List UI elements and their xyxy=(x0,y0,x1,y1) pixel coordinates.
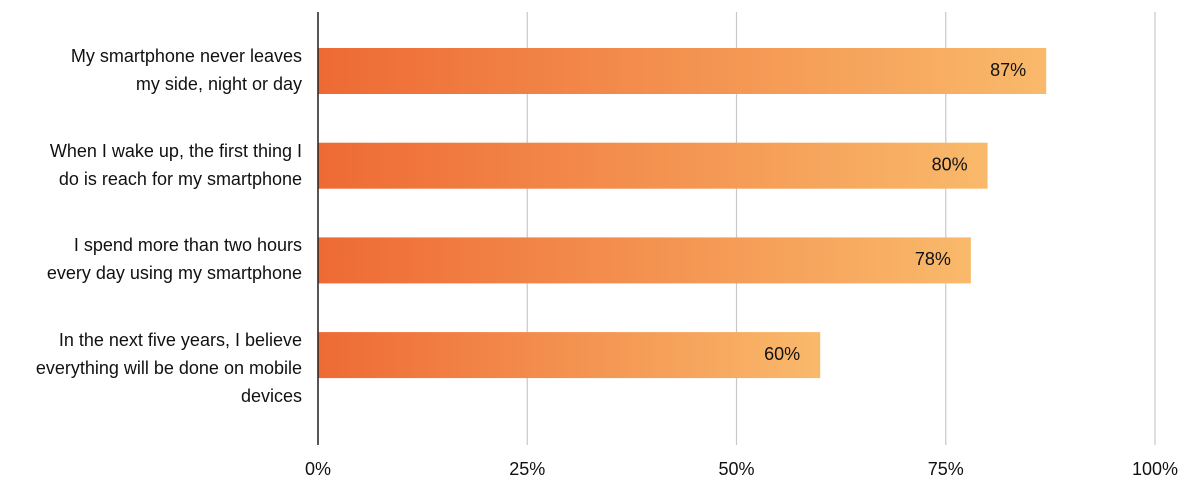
x-tick-label: 100% xyxy=(1132,459,1178,479)
data-label: 87% xyxy=(990,60,1026,80)
x-tick-label: 0% xyxy=(305,459,331,479)
data-label: 80% xyxy=(932,154,968,174)
category-label: In the next five years, I believe everyt… xyxy=(35,330,302,407)
x-tick-label: 75% xyxy=(928,459,964,479)
x-tick-label: 50% xyxy=(718,459,754,479)
x-tick-label: 25% xyxy=(509,459,545,479)
bar xyxy=(318,48,1047,94)
data-label: 78% xyxy=(915,249,951,269)
bar xyxy=(318,237,971,284)
bar xyxy=(318,142,988,189)
category-label: My smartphone never leaves my side, nigh… xyxy=(70,46,302,94)
category-label: I spend more than two hours every day us… xyxy=(46,235,302,284)
category-label: When I wake up, the first thing I do is … xyxy=(49,140,302,189)
bar xyxy=(318,332,821,379)
data-label: 60% xyxy=(764,344,800,364)
